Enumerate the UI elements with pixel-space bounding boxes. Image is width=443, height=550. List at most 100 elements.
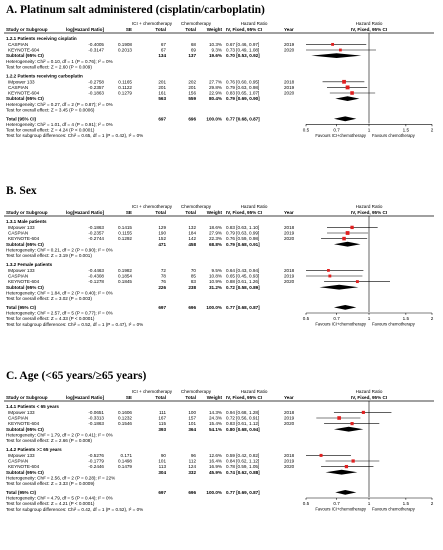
study-name: IMpower 133 xyxy=(8,410,35,415)
study-hr: 0.73 [0.49, 1.08] xyxy=(226,48,259,53)
subgroup-differences-text: Test for subgroup differences: Chi² = 0.… xyxy=(6,133,143,138)
study-name: CASPIAN xyxy=(8,274,28,279)
study-hr: 0.76 [0.59, 0.98] xyxy=(226,236,259,241)
subtotal-total-control: 559 xyxy=(188,96,196,101)
subtotal-total-experimental: 134 xyxy=(158,53,166,58)
subtotal-total-experimental: 563 xyxy=(158,96,166,101)
total-experimental: 697 xyxy=(158,116,166,121)
study-name: KEYNOTE-604 xyxy=(8,421,40,426)
study-total-experimental: 161 xyxy=(158,91,166,96)
study-total-experimental: 101 xyxy=(158,459,166,464)
study-hr: 0.84 [0.62, 1.12] xyxy=(226,459,259,464)
study-loghr: -0.1863 xyxy=(88,225,104,230)
pooled-diamond xyxy=(325,469,358,475)
study-loghr: -0.0651 xyxy=(88,410,104,415)
col-hr-title: Hazard Ratio xyxy=(241,204,268,209)
subtotal-total-control: 332 xyxy=(188,470,196,475)
col-total-experimental: Total xyxy=(155,210,166,215)
study-weight: 24.3% xyxy=(209,416,222,421)
heterogeneity-text: Heterogeneity: Chi² = 0.10, df = 1 (P = … xyxy=(6,59,113,64)
study-weight: 12.6% xyxy=(209,453,222,458)
group-header-experimental: ICI + chemotherapy xyxy=(132,21,173,26)
study-year: 2019 xyxy=(284,459,295,464)
study-year: 2019 xyxy=(284,85,295,90)
study-weight: 29.8% xyxy=(209,85,222,90)
study-name: IMpower 133 xyxy=(8,79,35,84)
subtotal-hr: 0.74 [0.62, 0.88] xyxy=(226,470,260,475)
subtotal-total-experimental: 393 xyxy=(158,427,166,432)
pooled-diamond xyxy=(333,241,361,247)
study-marker xyxy=(339,48,342,52)
study-total-experimental: 190 xyxy=(158,231,166,236)
study-hr: 0.79 [0.63, 0.99] xyxy=(226,231,259,236)
subtotal-label: Subtotal (95% CI) xyxy=(6,53,44,58)
study-name: CASPIAN xyxy=(8,416,28,421)
study-year: 2018 xyxy=(284,225,295,230)
study-loghr: -0.2744 xyxy=(88,236,104,241)
col-hr-sub: IV, Fixed, 95% CI xyxy=(226,27,262,32)
study-weight: 16.9% xyxy=(209,464,222,469)
panel-age: C. Age (<65 years/≥65 years) ICI + chemo… xyxy=(0,368,443,548)
study-hr: 0.59 [0.42, 0.82] xyxy=(226,453,259,458)
study-hr: 0.76 [0.60, 0.95] xyxy=(226,79,259,84)
study-hr: 0.94 [0.68, 1.28] xyxy=(226,410,259,415)
total-experimental: 697 xyxy=(158,490,166,495)
group-header-control: Chemotherapy xyxy=(181,204,212,209)
study-total-control: 83 xyxy=(191,279,197,284)
study-se: 0.1546 xyxy=(118,421,132,426)
study-total-experimental: 67 xyxy=(161,42,167,47)
study-year: 2018 xyxy=(284,268,295,273)
total-weight: 100.0% xyxy=(206,116,222,121)
group-header-control: Chemotherapy xyxy=(181,389,212,394)
study-marker xyxy=(327,269,330,272)
study-total-control: 85 xyxy=(191,274,197,279)
study-marker xyxy=(361,410,365,414)
col-se: SE xyxy=(126,395,132,400)
study-total-experimental: 115 xyxy=(159,421,167,426)
study-marker xyxy=(351,459,355,463)
study-marker xyxy=(342,79,346,84)
pooled-diamond xyxy=(311,53,362,58)
study-total-control: 69 xyxy=(191,48,197,53)
subtotal-total-experimental: 226 xyxy=(158,285,166,290)
subtotal-label: Subtotal (95% CI) xyxy=(6,427,44,432)
study-loghr: -0.2357 xyxy=(88,231,104,236)
x-tick-label: 1.5 xyxy=(403,501,410,506)
forest-plot-platinum: ICI + chemotherapy Chemotherapy Hazard Rat… xyxy=(4,21,434,138)
col-year: Year xyxy=(284,210,294,215)
total-heterogeneity-text: Heterogeneity: Chi² = 2.57, df = 5 (P = … xyxy=(6,311,113,316)
total-label: Total (95% CI) xyxy=(6,490,37,495)
col-hr2-sub: IV, Fixed, 95% CI xyxy=(351,210,387,215)
study-marker xyxy=(350,225,354,230)
col-hr-title: Hazard Ratio xyxy=(241,21,268,26)
study-total-experimental: 201 xyxy=(158,85,166,90)
study-marker xyxy=(331,42,335,46)
col-loghr: log[Hazard Ratio] xyxy=(66,27,104,32)
study-year: 2019 xyxy=(284,231,295,236)
col-study: Study or Subgroup xyxy=(6,27,48,32)
study-name: CASPIAN xyxy=(8,42,28,47)
study-name: KEYNOTE-604 xyxy=(8,48,40,53)
study-hr: 0.65 [0.45, 0.93] xyxy=(226,274,259,279)
overall-effect-text: Test for overall effect: Z = 3.45 (P = 0… xyxy=(6,107,95,112)
col-study: Study or Subgroup xyxy=(6,210,48,215)
x-tick-label: 1 xyxy=(368,316,371,321)
study-weight: 10.9% xyxy=(209,279,222,284)
study-marker xyxy=(350,91,354,95)
pooled-diamond xyxy=(319,284,359,290)
panel-title: B. Sex xyxy=(6,185,37,197)
overall-effect-text: Test for overall effect: Z = 2.66 (P = 0… xyxy=(6,438,92,443)
subtotal-hr: 0.80 [0.68, 0.94] xyxy=(226,427,260,432)
study-total-control: 156 xyxy=(188,91,196,96)
study-name: CASPIAN xyxy=(8,231,28,236)
x-tick-label: 0.5 xyxy=(303,127,310,132)
study-se: 0.1908 xyxy=(118,42,132,47)
col-hr2-title: Hazard Ratio xyxy=(356,389,383,394)
subtotal-weight: 68.8% xyxy=(209,242,222,247)
study-loghr: -0.2446 xyxy=(88,464,104,469)
study-se: 0.1165 xyxy=(118,79,132,84)
favours-experimental-label: Favours ICI+chemotherapy xyxy=(315,507,367,512)
study-se: 0.1479 xyxy=(118,464,132,469)
study-year: 2018 xyxy=(284,79,295,84)
